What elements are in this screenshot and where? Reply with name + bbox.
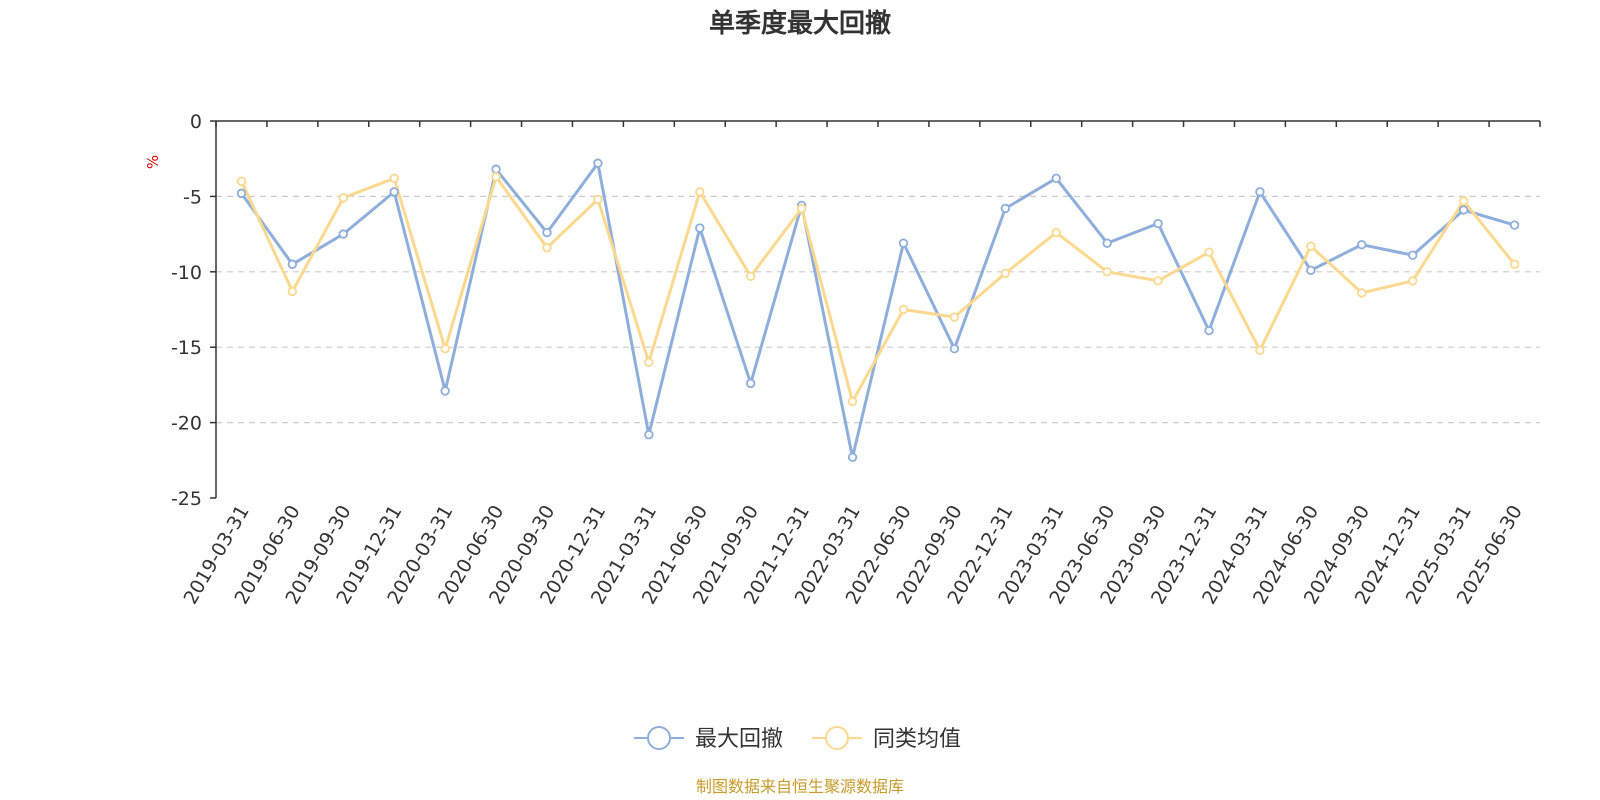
data-point: [593, 194, 603, 205]
data-point: [542, 242, 552, 253]
axes: [210, 120, 1541, 499]
series-line-0: [240, 161, 1515, 459]
data-point: [847, 396, 858, 407]
data-point: [1102, 267, 1112, 277]
legend-item-1[interactable]: 同类均值: [812, 726, 961, 752]
data-point: [440, 386, 450, 396]
series-lines: [236, 158, 1520, 462]
y-tick-label: 0: [190, 111, 202, 133]
data-point: [644, 357, 654, 367]
series-line-1: [240, 175, 1516, 403]
data-point: [745, 378, 756, 389]
data-point: [1357, 239, 1367, 250]
x-tick-labels: 2019-03-312019-06-302019-09-302019-12-31…: [180, 502, 1527, 609]
y-tick-label: -15: [171, 337, 202, 359]
data-point: [491, 164, 501, 174]
legend-label: 最大回撤: [695, 727, 783, 752]
data-point: [1255, 345, 1265, 355]
data-point: [338, 229, 349, 239]
data-point: [898, 304, 909, 315]
y-axis-unit: %: [144, 155, 162, 169]
data-point: [440, 344, 450, 354]
data-point: [593, 158, 603, 168]
data-point: [1153, 218, 1163, 229]
data-point: [389, 187, 399, 197]
data-point: [542, 227, 552, 238]
grid-lines: [216, 195, 1540, 424]
data-point: [847, 452, 858, 462]
data-point: [1357, 288, 1367, 298]
legend-circle-icon: [647, 726, 671, 750]
chart-title: 单季度最大回撤: [709, 8, 891, 39]
data-point: [695, 223, 705, 233]
data-point: [1153, 276, 1163, 286]
legend-item-0[interactable]: 最大回撤: [634, 726, 783, 752]
data-point: [644, 429, 654, 440]
legend: 最大回撤 同类均值: [634, 726, 961, 752]
data-point: [745, 271, 756, 282]
y-tick-labels: 0 -5 -10 -15 -20 -25: [171, 111, 202, 510]
data-point: [1255, 187, 1265, 197]
data-point: [1509, 220, 1520, 230]
data-source-note: 制图数据来自恒生聚源数据库: [696, 777, 904, 796]
data-point: [236, 176, 247, 187]
data-point: [796, 203, 807, 214]
data-point: [695, 187, 705, 197]
y-tick-label: -25: [171, 488, 202, 510]
legend-circle-icon: [825, 726, 849, 750]
data-point: [338, 193, 349, 203]
data-point: [1407, 276, 1418, 286]
data-point: [236, 188, 247, 199]
data-point: [949, 344, 960, 354]
data-point: [1051, 173, 1061, 184]
data-point: [1509, 259, 1520, 269]
data-point: [1306, 241, 1316, 251]
data-point: [1458, 205, 1469, 215]
data-point: [898, 238, 909, 248]
data-point: [491, 172, 501, 182]
data-point: [1204, 247, 1214, 257]
y-tick-label: -20: [171, 413, 202, 435]
y-tick-label: -5: [183, 186, 202, 208]
data-point: [287, 259, 298, 269]
data-point: [1051, 227, 1061, 238]
data-point: [1306, 265, 1316, 275]
data-point: [389, 173, 399, 184]
data-point: [1000, 203, 1011, 214]
data-point: [287, 286, 298, 297]
y-tick-label: -10: [171, 262, 202, 284]
data-point: [1407, 250, 1418, 260]
data-point: [949, 312, 960, 322]
data-point: [1102, 238, 1112, 248]
data-point: [1000, 268, 1011, 279]
data-point: [1458, 196, 1469, 206]
data-point: [1204, 325, 1214, 336]
legend-label: 同类均值: [873, 727, 961, 752]
